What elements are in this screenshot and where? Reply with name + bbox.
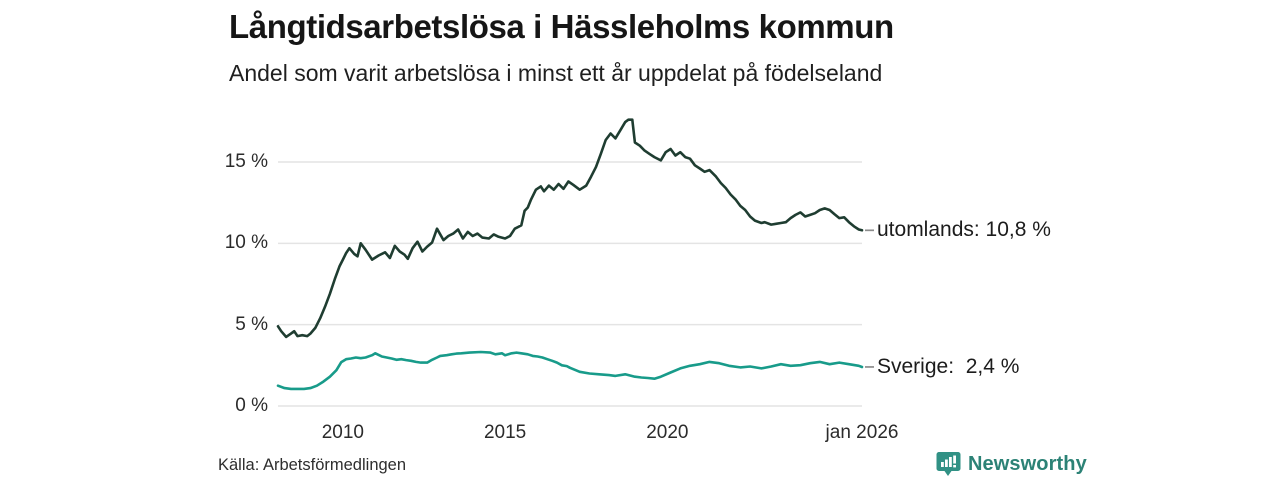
series-end-label-utomlands: utomlands: 10,8 %: [877, 218, 1051, 242]
x-axis-tick-2015: 2015: [483, 422, 527, 443]
chart-subtitle: Andel som varit arbetslösa i minst ett å…: [229, 60, 883, 86]
y-axis-tick-15: 15 %: [224, 151, 268, 172]
y-axis-tick-10: 10 %: [224, 232, 268, 254]
y-axis-tick-0: 0 %: [235, 395, 268, 416]
y-axis-tick-5: 5 %: [235, 313, 268, 335]
newsworthy-brand: Newsworthy: [936, 451, 1087, 477]
newsworthy-logo-icon: [936, 451, 961, 477]
source-credit: Källa: Arbetsförmedlingen: [218, 456, 407, 474]
newsworthy-wordmark: Newsworthy: [968, 452, 1087, 475]
x-axis-tick-jan-2026: jan 2026: [825, 422, 899, 443]
chart-title: Långtidsarbetslösa i Hässleholms kommun: [229, 8, 894, 45]
x-axis-tick-2020: 2020: [646, 422, 689, 443]
series-end-label-sverige: Sverige: 2,4 %: [877, 354, 1020, 378]
x-axis-tick-2010: 2010: [321, 422, 365, 443]
